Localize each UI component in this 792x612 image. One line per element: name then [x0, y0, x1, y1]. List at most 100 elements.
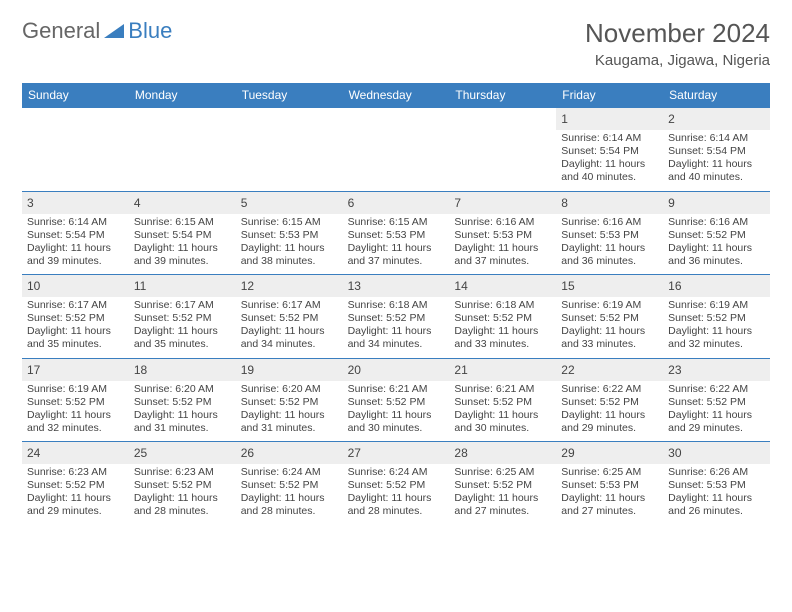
daylight-text: Daylight: 11 hours and 31 minutes.	[134, 409, 231, 435]
sunrise-text: Sunrise: 6:17 AM	[241, 299, 338, 312]
daylight-text: Daylight: 11 hours and 32 minutes.	[27, 409, 124, 435]
daynum-row: 22	[556, 359, 663, 381]
day-number: 1	[561, 112, 568, 126]
sunset-text: Sunset: 5:52 PM	[241, 396, 338, 409]
day-number: 16	[668, 279, 681, 293]
daynum-row: 20	[343, 359, 450, 381]
sunrise-text: Sunrise: 6:24 AM	[241, 466, 338, 479]
daylight-text: Daylight: 11 hours and 36 minutes.	[561, 242, 658, 268]
empty-cell	[343, 107, 450, 191]
daylight-text: Daylight: 11 hours and 30 minutes.	[454, 409, 551, 435]
daynum-row: 21	[449, 359, 556, 381]
sunset-text: Sunset: 5:52 PM	[348, 479, 445, 492]
daynum-row: 16	[663, 275, 770, 297]
week-row: 1Sunrise: 6:14 AMSunset: 5:54 PMDaylight…	[22, 107, 770, 191]
sunrise-text: Sunrise: 6:14 AM	[27, 216, 124, 229]
sunrise-text: Sunrise: 6:22 AM	[561, 383, 658, 396]
day-number: 23	[668, 363, 681, 377]
sunset-text: Sunset: 5:52 PM	[668, 229, 765, 242]
daylight-text: Daylight: 11 hours and 40 minutes.	[561, 158, 658, 184]
daylight-text: Daylight: 11 hours and 28 minutes.	[134, 492, 231, 518]
daylight-text: Daylight: 11 hours and 37 minutes.	[348, 242, 445, 268]
daynum-row: 28	[449, 442, 556, 464]
calendar: SundayMondayTuesdayWednesdayThursdayFrid…	[22, 83, 770, 525]
day-headers: SundayMondayTuesdayWednesdayThursdayFrid…	[22, 83, 770, 107]
title-block: November 2024 Kaugama, Jigawa, Nigeria	[585, 18, 770, 69]
daynum-row: 8	[556, 192, 663, 214]
day-number: 5	[241, 196, 248, 210]
daylight-text: Daylight: 11 hours and 37 minutes.	[454, 242, 551, 268]
location: Kaugama, Jigawa, Nigeria	[585, 52, 770, 69]
day-cell: 1Sunrise: 6:14 AMSunset: 5:54 PMDaylight…	[556, 107, 663, 191]
day-cell: 23Sunrise: 6:22 AMSunset: 5:52 PMDayligh…	[663, 358, 770, 442]
daynum-row: 6	[343, 192, 450, 214]
sunset-text: Sunset: 5:52 PM	[561, 312, 658, 325]
day-header: Thursday	[449, 83, 556, 107]
sunset-text: Sunset: 5:53 PM	[454, 229, 551, 242]
day-number: 4	[134, 196, 141, 210]
day-number: 22	[561, 363, 574, 377]
daynum-row: 23	[663, 359, 770, 381]
day-cell: 2Sunrise: 6:14 AMSunset: 5:54 PMDaylight…	[663, 107, 770, 191]
sunrise-text: Sunrise: 6:25 AM	[561, 466, 658, 479]
sunset-text: Sunset: 5:53 PM	[561, 229, 658, 242]
empty-cell	[236, 107, 343, 191]
daynum-row: 15	[556, 275, 663, 297]
day-number: 21	[454, 363, 467, 377]
sunrise-text: Sunrise: 6:15 AM	[348, 216, 445, 229]
daynum-row: 19	[236, 359, 343, 381]
sunrise-text: Sunrise: 6:15 AM	[241, 216, 338, 229]
day-number: 26	[241, 446, 254, 460]
empty-cell	[449, 107, 556, 191]
day-number: 8	[561, 196, 568, 210]
day-cell: 6Sunrise: 6:15 AMSunset: 5:53 PMDaylight…	[343, 191, 450, 275]
day-cell: 14Sunrise: 6:18 AMSunset: 5:52 PMDayligh…	[449, 274, 556, 358]
day-number: 9	[668, 196, 675, 210]
brand-general: General	[22, 18, 100, 44]
sunset-text: Sunset: 5:52 PM	[454, 396, 551, 409]
weeks-container: 1Sunrise: 6:14 AMSunset: 5:54 PMDaylight…	[22, 107, 770, 525]
week-row: 17Sunrise: 6:19 AMSunset: 5:52 PMDayligh…	[22, 358, 770, 442]
day-number: 20	[348, 363, 361, 377]
daylight-text: Daylight: 11 hours and 28 minutes.	[348, 492, 445, 518]
day-number: 29	[561, 446, 574, 460]
brand-logo: General Blue	[22, 18, 172, 44]
daylight-text: Daylight: 11 hours and 31 minutes.	[241, 409, 338, 435]
daynum-row: 12	[236, 275, 343, 297]
sunrise-text: Sunrise: 6:17 AM	[27, 299, 124, 312]
brand-triangle-icon	[104, 18, 124, 44]
day-number: 19	[241, 363, 254, 377]
daynum-row: 17	[22, 359, 129, 381]
daynum-row: 2	[663, 108, 770, 130]
sunset-text: Sunset: 5:54 PM	[134, 229, 231, 242]
day-number: 17	[27, 363, 40, 377]
daynum-row: 24	[22, 442, 129, 464]
daylight-text: Daylight: 11 hours and 39 minutes.	[27, 242, 124, 268]
day-cell: 30Sunrise: 6:26 AMSunset: 5:53 PMDayligh…	[663, 441, 770, 525]
day-cell: 21Sunrise: 6:21 AMSunset: 5:52 PMDayligh…	[449, 358, 556, 442]
day-cell: 3Sunrise: 6:14 AMSunset: 5:54 PMDaylight…	[22, 191, 129, 275]
daylight-text: Daylight: 11 hours and 38 minutes.	[241, 242, 338, 268]
daynum-row: 7	[449, 192, 556, 214]
sunrise-text: Sunrise: 6:26 AM	[668, 466, 765, 479]
day-header: Saturday	[663, 83, 770, 107]
daylight-text: Daylight: 11 hours and 39 minutes.	[134, 242, 231, 268]
daynum-row: 3	[22, 192, 129, 214]
day-cell: 17Sunrise: 6:19 AMSunset: 5:52 PMDayligh…	[22, 358, 129, 442]
day-header: Sunday	[22, 83, 129, 107]
day-number: 18	[134, 363, 147, 377]
sunset-text: Sunset: 5:54 PM	[668, 145, 765, 158]
empty-cell	[22, 107, 129, 191]
daynum-row: 25	[129, 442, 236, 464]
daylight-text: Daylight: 11 hours and 29 minutes.	[561, 409, 658, 435]
sunset-text: Sunset: 5:53 PM	[668, 479, 765, 492]
day-cell: 16Sunrise: 6:19 AMSunset: 5:52 PMDayligh…	[663, 274, 770, 358]
day-cell: 27Sunrise: 6:24 AMSunset: 5:52 PMDayligh…	[343, 441, 450, 525]
sunrise-text: Sunrise: 6:16 AM	[561, 216, 658, 229]
sunrise-text: Sunrise: 6:18 AM	[454, 299, 551, 312]
daylight-text: Daylight: 11 hours and 33 minutes.	[561, 325, 658, 351]
brand-blue: Blue	[128, 18, 172, 44]
daylight-text: Daylight: 11 hours and 40 minutes.	[668, 158, 765, 184]
day-cell: 22Sunrise: 6:22 AMSunset: 5:52 PMDayligh…	[556, 358, 663, 442]
day-number: 24	[27, 446, 40, 460]
